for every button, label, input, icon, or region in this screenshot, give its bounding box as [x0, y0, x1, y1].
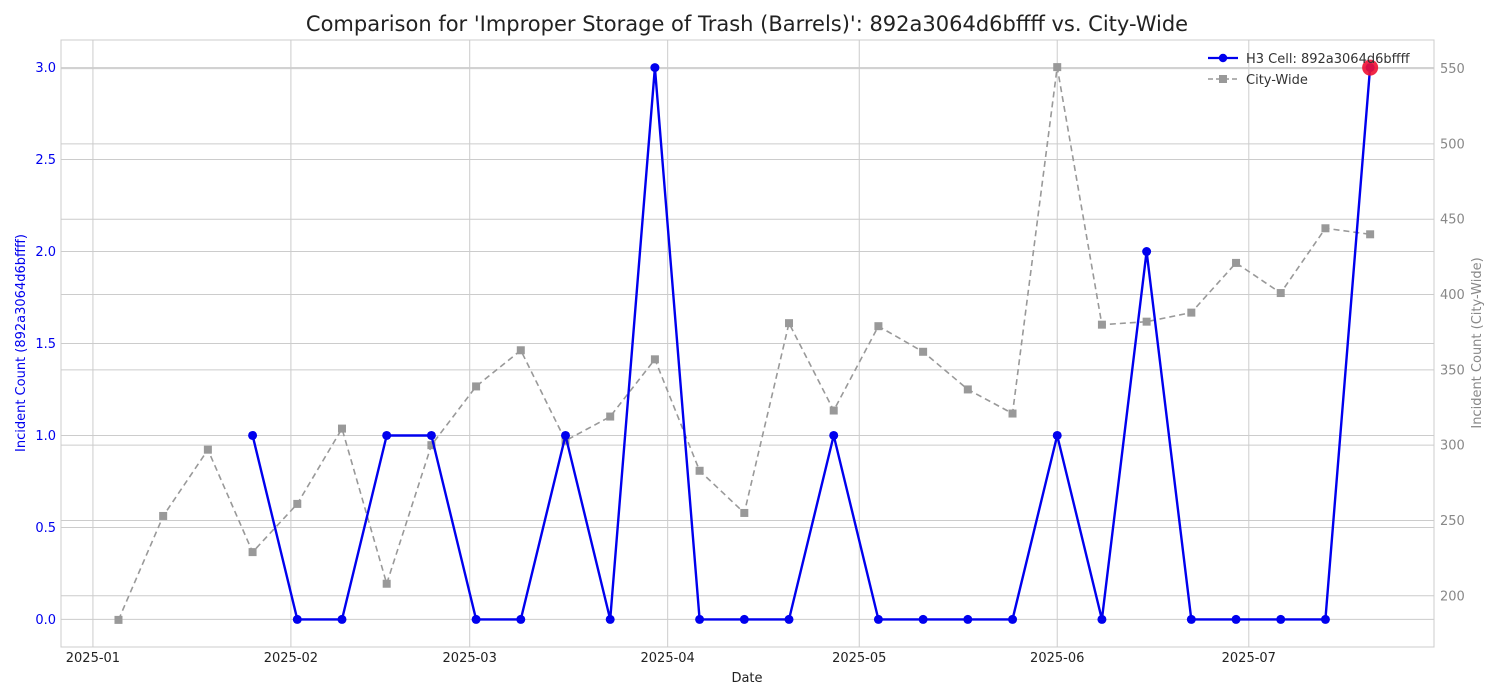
h3-cell-point: [292, 614, 302, 624]
x-tick-label: 2025-01: [66, 651, 120, 666]
city-wide-point: [1008, 409, 1017, 418]
h3-cell-point: [918, 614, 928, 624]
h3-cell-point: [337, 614, 347, 624]
h3-cell-point: [739, 614, 749, 624]
y-right-tick-label: 400: [1440, 288, 1465, 303]
y-right-tick-label: 350: [1440, 363, 1465, 378]
y-axis-left-label: Incident Count (892a3064d6bffff): [14, 234, 29, 452]
h3-cell-point: [248, 430, 258, 440]
h3-cell-line: [251, 66, 1372, 621]
city-wide-point: [963, 385, 972, 394]
y-axis-right-label: Incident Count (City-Wide): [1470, 257, 1485, 428]
city-wide-point: [248, 548, 257, 557]
city-wide-point: [919, 347, 928, 356]
h3-cell-point: [829, 430, 839, 440]
city-wide-point: [472, 382, 481, 391]
city-wide-point: [561, 436, 570, 445]
legend: H3 Cell: 892a3064d6bffff City-Wide: [1208, 52, 1411, 88]
x-tick-label: 2025-02: [264, 651, 318, 666]
city-wide-point: [114, 615, 123, 624]
y-left-tick-label: 2.0: [35, 245, 56, 260]
city-wide-point: [874, 322, 883, 331]
y-right-tick-label: 200: [1440, 589, 1465, 604]
city-wide-point: [1276, 289, 1285, 298]
h3-cell-point: [1186, 614, 1196, 624]
highlight-point: [1362, 59, 1379, 76]
h3-cell-point: [650, 63, 660, 73]
x-tick-label: 2025-04: [641, 651, 695, 666]
city-wide-point: [740, 508, 749, 517]
city-wide-point: [1142, 317, 1151, 326]
h3-cell-point: [471, 614, 481, 624]
y-left-tick-label: 0.5: [35, 521, 56, 536]
chart-title: Comparison for 'Improper Storage of Tras…: [306, 12, 1188, 36]
y-left-tick-label: 0.0: [35, 613, 56, 628]
h3-cell-point: [516, 614, 526, 624]
h3-cell-point: [1320, 614, 1330, 624]
city-wide-point: [293, 499, 302, 508]
legend-label-h3-cell: H3 Cell: 892a3064d6bffff: [1246, 52, 1411, 67]
x-tick-label: 2025-03: [443, 651, 497, 666]
y-left-tick-label: 3.0: [35, 61, 56, 76]
h3-cell-point: [1142, 247, 1152, 257]
h3-cell-point: [1052, 430, 1062, 440]
city-wide-point: [1232, 258, 1241, 267]
h3-cell-point: [695, 614, 705, 624]
h3-cell-point: [873, 614, 883, 624]
y-right-tick-label: 550: [1440, 62, 1465, 77]
city-wide-point: [159, 511, 168, 520]
city-wide-point: [785, 319, 794, 328]
h3-cell-point: [382, 430, 392, 440]
city-wide-point: [427, 441, 436, 450]
h3-cell-point: [963, 614, 973, 624]
h3-cell-point: [784, 614, 794, 624]
plot-area-frame: [60, 39, 1435, 648]
city-wide-point: [1321, 224, 1330, 233]
city-wide-point: [695, 466, 704, 475]
city-wide-point: [516, 346, 525, 355]
y-right-tick-label: 450: [1440, 213, 1465, 228]
city-wide-point: [1187, 308, 1196, 317]
y-right-tick-label: 300: [1440, 439, 1465, 454]
y-left-tick-label: 2.5: [35, 153, 56, 168]
x-tick-label: 2025-07: [1222, 651, 1276, 666]
y-right-tick-label: 500: [1440, 137, 1465, 152]
h3-cell-point: [560, 430, 570, 440]
city-wide-point: [382, 579, 391, 588]
x-axis-label: Date: [731, 671, 762, 686]
y-left-tick-label: 1.5: [35, 337, 56, 352]
y-right-tick-label: 250: [1440, 514, 1465, 529]
city-wide-point: [1366, 230, 1375, 239]
legend-marker-city-wide: [1219, 75, 1227, 83]
legend-marker-h3-cell: [1218, 53, 1228, 63]
city-wide-point: [650, 355, 659, 364]
h3-cell-point: [426, 430, 436, 440]
city-wide-point: [203, 445, 212, 454]
city-wide-point: [829, 406, 838, 415]
y-left-tick-label: 1.0: [35, 429, 56, 444]
x-tick-label: 2025-05: [832, 651, 886, 666]
city-wide-point: [1097, 320, 1106, 329]
legend-label-city-wide: City-Wide: [1246, 73, 1308, 88]
h3-cell-point: [1231, 614, 1241, 624]
h3-cell-point: [605, 614, 615, 624]
h3-cell-point: [1008, 614, 1018, 624]
h3-cell-point: [1097, 614, 1107, 624]
city-wide-point: [337, 424, 346, 433]
city-wide-point: [1053, 63, 1062, 72]
x-tick-label: 2025-06: [1030, 651, 1084, 666]
h3-cell-point: [1276, 614, 1286, 624]
city-wide-point: [606, 412, 615, 421]
